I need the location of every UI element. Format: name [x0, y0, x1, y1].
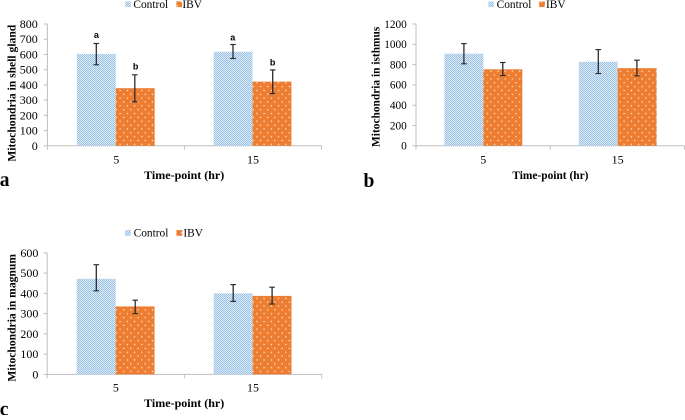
svg-text:200: 200: [20, 327, 38, 341]
svg-text:0: 0: [32, 367, 38, 381]
svg-text:c: c: [0, 400, 9, 416]
svg-text:300: 300: [20, 93, 38, 107]
svg-text:5: 5: [113, 152, 119, 166]
svg-text:5: 5: [113, 381, 119, 395]
svg-text:a: a: [0, 170, 10, 191]
svg-text:500: 500: [20, 63, 38, 77]
svg-text:b: b: [364, 171, 375, 192]
svg-text:200: 200: [20, 108, 38, 122]
svg-text:Control: Control: [497, 0, 532, 11]
svg-text:Mitochondria in shell gland: Mitochondria in shell gland: [6, 24, 19, 161]
svg-text:b: b: [133, 62, 139, 72]
svg-text:Control: Control: [133, 0, 168, 11]
svg-text:1200: 1200: [384, 19, 407, 31]
svg-text:600: 600: [20, 47, 38, 61]
svg-text:IBV: IBV: [183, 227, 203, 239]
svg-text:100: 100: [20, 347, 38, 361]
svg-text:Time-point (hr): Time-point (hr): [144, 396, 224, 410]
svg-text:0: 0: [32, 139, 38, 153]
svg-text:400: 400: [20, 78, 38, 92]
svg-text:b: b: [270, 58, 276, 68]
svg-text:Mitochondria in isthmus: Mitochondria in isthmus: [371, 26, 383, 147]
svg-text:500: 500: [20, 266, 38, 280]
svg-text:Mitochondria in magnum: Mitochondria in magnum: [6, 254, 19, 382]
svg-text:IBV: IBV: [546, 0, 566, 11]
svg-text:300: 300: [20, 307, 38, 321]
svg-text:800: 800: [20, 17, 38, 31]
svg-text:0: 0: [401, 141, 407, 153]
svg-text:600: 600: [20, 246, 38, 260]
svg-text:200: 200: [390, 120, 407, 132]
svg-text:Control: Control: [134, 227, 169, 239]
svg-text:15: 15: [612, 152, 624, 166]
svg-text:400: 400: [390, 100, 407, 112]
svg-text:15: 15: [247, 152, 259, 166]
svg-text:700: 700: [20, 32, 38, 46]
svg-text:5: 5: [480, 152, 486, 166]
svg-text:IBV: IBV: [182, 0, 202, 11]
svg-text:800: 800: [390, 59, 407, 71]
svg-text:1000: 1000: [384, 39, 407, 51]
svg-text:400: 400: [20, 286, 38, 300]
svg-text:Time-point (hr): Time-point (hr): [144, 168, 224, 182]
svg-text:Time-point (hr): Time-point (hr): [512, 170, 588, 182]
svg-text:15: 15: [247, 381, 259, 395]
svg-text:100: 100: [20, 124, 38, 138]
svg-text:a: a: [94, 30, 100, 40]
svg-text:600: 600: [390, 80, 407, 92]
svg-text:a: a: [230, 32, 236, 42]
